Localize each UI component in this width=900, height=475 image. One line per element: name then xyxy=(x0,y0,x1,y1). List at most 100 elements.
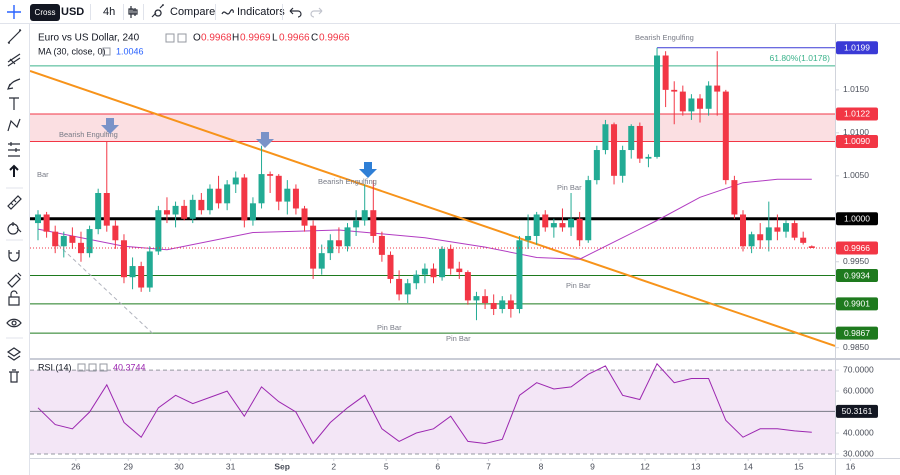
x-tick-label: 31 xyxy=(226,461,236,471)
candle-body xyxy=(34,214,41,224)
candle-body xyxy=(215,188,222,204)
candle-body xyxy=(163,210,170,215)
candle-body xyxy=(791,223,798,238)
x-tick-label: 2 xyxy=(331,461,336,471)
rsi-band xyxy=(30,370,835,455)
stay-drawing-tool[interactable] xyxy=(7,272,22,288)
price-label: 50.3161 xyxy=(842,406,873,416)
trendline-tool[interactable] xyxy=(7,29,22,44)
tooltip-text: Cross xyxy=(35,8,56,17)
x-tick-label: 5 xyxy=(384,461,389,471)
candle-body xyxy=(765,227,772,241)
layers-tool[interactable] xyxy=(6,347,22,361)
candle-body xyxy=(662,55,669,90)
annotation: Pin Bar xyxy=(557,183,582,192)
candle-body xyxy=(731,180,738,215)
undo-icon[interactable] xyxy=(289,7,302,18)
legend: Euro vs US Dollar, 240 O 0.9968 H 0.9969… xyxy=(38,33,350,373)
candle-body xyxy=(335,240,342,247)
prediction-tool[interactable] xyxy=(8,142,20,157)
price-label-box xyxy=(836,297,878,311)
candle-body xyxy=(301,208,308,226)
candle-body xyxy=(679,91,686,112)
candle-body xyxy=(559,223,566,228)
candle-body xyxy=(611,124,618,176)
lock-tool[interactable] xyxy=(8,290,20,306)
candle-body xyxy=(387,254,394,279)
candle-body xyxy=(499,300,506,310)
price-label: 1.0122 xyxy=(844,109,870,119)
candle-body xyxy=(292,188,299,209)
annotation: Pin Bar xyxy=(446,334,471,343)
ma-value: 1.0046 xyxy=(116,46,144,56)
x-tick-label: 12 xyxy=(640,461,650,471)
x-tick-label: 16 xyxy=(846,461,856,471)
candle-body xyxy=(619,150,626,176)
interval[interactable]: 4h xyxy=(103,6,115,18)
x-tick-label: 13 xyxy=(691,461,701,471)
ohlc-value: 0.9966 xyxy=(319,33,350,44)
pattern-tool[interactable] xyxy=(7,118,21,132)
candle-body xyxy=(636,125,643,159)
indicators-button[interactable]: Indicators xyxy=(237,6,285,18)
x-tick-label: 15 xyxy=(794,461,804,471)
candle-body xyxy=(542,214,549,228)
candle-body xyxy=(464,272,471,301)
price-label-box xyxy=(836,241,878,255)
price-label-box xyxy=(836,107,878,121)
rsi-pane xyxy=(30,362,835,455)
annotation: Bearish Engulfing xyxy=(318,177,377,186)
candle-body xyxy=(378,235,385,255)
candle-body xyxy=(155,210,162,252)
candle-body xyxy=(714,85,721,92)
trash-tool[interactable] xyxy=(9,369,19,383)
y-tick-label: 0.9950 xyxy=(843,256,869,266)
x-tick-label: 6 xyxy=(435,461,440,471)
price-label-box xyxy=(836,404,878,418)
zoom-tool[interactable] xyxy=(7,222,22,235)
candle-body xyxy=(284,188,291,202)
y-tick-label: 1.0050 xyxy=(843,170,869,180)
arrow-tool[interactable] xyxy=(9,164,19,177)
top-toolbar: Cross USD 4h Compare Indicators xyxy=(0,4,900,24)
candle-body xyxy=(533,214,540,236)
candle-body xyxy=(258,174,265,204)
redo-icon[interactable] xyxy=(310,7,323,18)
visibility-tool[interactable] xyxy=(6,318,22,328)
candle-body xyxy=(103,193,110,226)
ohlc-letter: L xyxy=(272,33,278,44)
candle-body xyxy=(232,177,239,185)
candle-body xyxy=(146,251,153,288)
ohlc-value: 0.9968 xyxy=(201,33,232,44)
crosshair-icon[interactable] xyxy=(7,5,21,19)
candle-body xyxy=(404,283,411,295)
candle-body xyxy=(654,55,661,157)
candle-body xyxy=(602,124,609,151)
price-label-box xyxy=(836,134,878,148)
candle-body xyxy=(318,253,325,269)
compare-button[interactable]: Compare xyxy=(170,6,215,18)
magnet-tool[interactable] xyxy=(8,250,20,262)
candle-body xyxy=(241,177,248,221)
candle-body xyxy=(361,210,368,221)
chart-type-icon[interactable] xyxy=(128,6,138,18)
symbol[interactable]: USD xyxy=(61,6,84,18)
candle-body xyxy=(344,227,351,247)
annotations: Bearish Engulfing Bearish Engulfing Bear… xyxy=(37,33,694,343)
fib-label: 61.80%(1.0178) xyxy=(770,53,831,63)
fib-tool[interactable] xyxy=(7,53,21,67)
candle-body xyxy=(421,268,428,275)
text-tool[interactable] xyxy=(9,97,19,110)
candle-body xyxy=(224,184,231,204)
ruler-tool[interactable] xyxy=(7,195,22,210)
candle-body xyxy=(516,240,523,310)
x-tick-label: 7 xyxy=(486,461,491,471)
brush-tool[interactable] xyxy=(7,78,21,90)
tooltip xyxy=(30,4,60,21)
candle-body xyxy=(69,235,76,243)
compare-icon[interactable] xyxy=(151,4,164,18)
annotation: Bar xyxy=(37,170,49,179)
candle-body xyxy=(60,235,67,247)
candle-body xyxy=(782,223,789,232)
